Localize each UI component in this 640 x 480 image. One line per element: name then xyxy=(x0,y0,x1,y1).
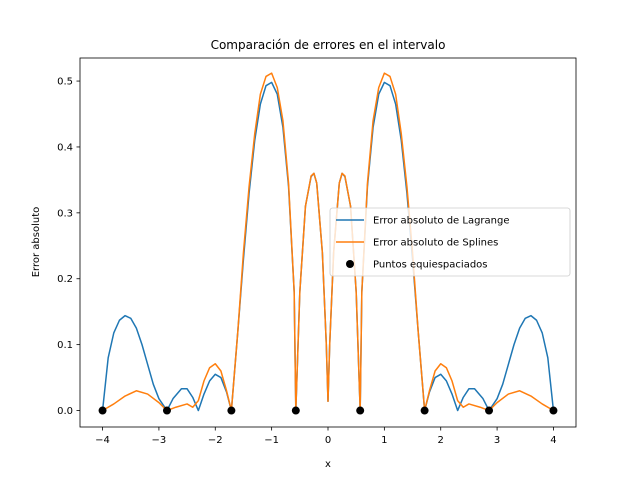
legend-swatch xyxy=(346,260,354,268)
scatter-point xyxy=(162,406,171,415)
legend-box xyxy=(329,207,571,277)
x-tick-label: 1 xyxy=(381,435,387,446)
x-tick-label: 4 xyxy=(550,435,556,446)
x-tick-label: 3 xyxy=(494,435,500,446)
x-tick-label: −4 xyxy=(95,435,110,446)
scatter-point xyxy=(291,406,300,415)
scatter-point xyxy=(420,406,429,415)
legend-label: Error absoluto de Splines xyxy=(373,238,498,249)
scatter-point xyxy=(356,406,365,415)
y-tick-label: 0.1 xyxy=(57,340,73,351)
scatter-point xyxy=(98,406,107,415)
series-line-1 xyxy=(102,72,554,412)
y-tick-label: 0.2 xyxy=(57,274,73,285)
scatter-point xyxy=(549,406,558,415)
y-tick-label: 0.4 xyxy=(57,142,73,153)
legend-label: Error absoluto de Lagrange xyxy=(373,216,510,227)
scatter-point xyxy=(485,406,494,415)
x-tick-label: −2 xyxy=(208,435,223,446)
y-tick-label: 0.5 xyxy=(57,77,73,88)
y-tick-label: 0.3 xyxy=(57,208,73,219)
legend: Error absoluto de Lagrange Error absoluto… xyxy=(329,207,571,277)
x-tick-label: 0 xyxy=(325,435,331,446)
y-axis-label: Error absoluto xyxy=(31,207,42,278)
x-tick-label: 2 xyxy=(438,435,444,446)
x-axis-label: x xyxy=(325,459,331,470)
x-tick-label: −3 xyxy=(152,435,167,446)
chart-title: Comparación de errores en el intervalo xyxy=(211,38,446,52)
legend-label: Puntos equiespaciados xyxy=(373,260,488,271)
plot-area: −4 −3 −2 −1 0 1 2 3 4 0.0 0.1 0.2 0.3 0.4 0.5 xyxy=(57,57,577,446)
x-tick-label: −1 xyxy=(264,435,279,446)
scatter-point xyxy=(227,406,236,415)
y-tick-label: 0.0 xyxy=(57,406,73,417)
